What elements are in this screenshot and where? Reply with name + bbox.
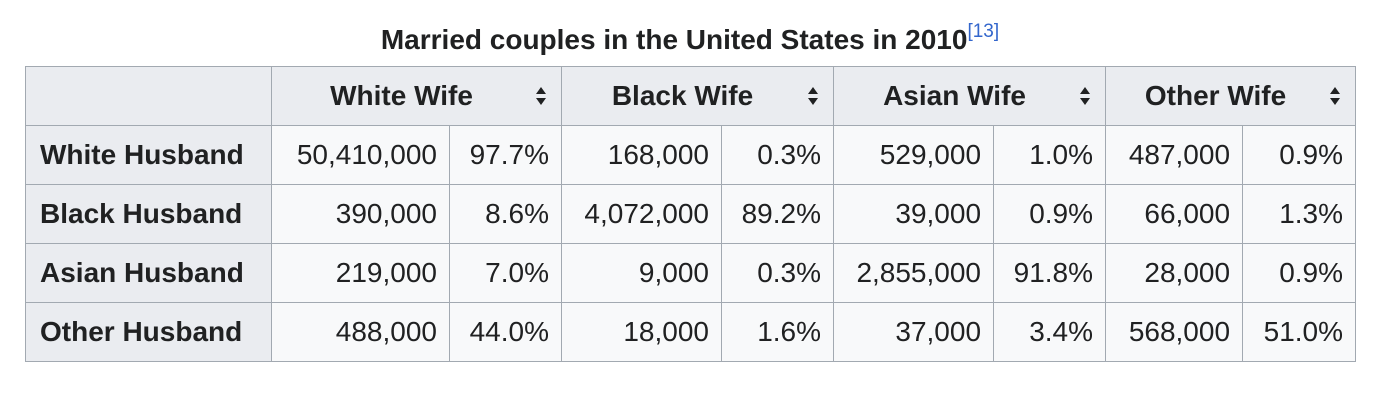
count-cell: 219,000 (271, 243, 450, 303)
percent-cell: 1.0% (993, 125, 1107, 185)
percent-cell: 8.6% (449, 184, 562, 244)
table-row: Asian Husband 219,000 7.0% 9,000 0.3% 2,… (25, 243, 1357, 303)
corner-header (25, 66, 272, 126)
percent-cell: 97.7% (449, 125, 562, 185)
sort-icon[interactable] (807, 86, 819, 106)
column-header-label: Black Wife (611, 80, 754, 111)
column-header-black-wife[interactable]: Black Wife (560, 66, 835, 126)
count-cell: 529,000 (833, 125, 995, 185)
count-cell: 390,000 (271, 184, 450, 244)
count-cell: 28,000 (1105, 243, 1244, 303)
table-row: Other Husband 488,000 44.0% 18,000 1.6% … (25, 302, 1357, 362)
table-row: White Husband 50,410,000 97.7% 168,000 0… (25, 125, 1357, 185)
count-cell: 66,000 (1105, 184, 1244, 244)
caption-title: Married couples in the United States in … (380, 24, 968, 55)
percent-cell: 44.0% (449, 302, 562, 362)
header-row: White Wife Black Wife Asian Wife Other W… (25, 66, 1357, 126)
percent-cell: 3.4% (993, 302, 1107, 362)
reference-link[interactable]: [13] (967, 21, 1000, 42)
count-cell: 9,000 (561, 243, 722, 303)
row-header: White Husband (25, 125, 272, 185)
percent-cell: 1.3% (1242, 184, 1357, 244)
table-row: Black Husband 390,000 8.6% 4,072,000 89.… (25, 184, 1357, 244)
percent-cell: 91.8% (993, 243, 1107, 303)
table-wrapper: Married couples in the United States in … (25, 14, 1357, 362)
column-header-label: Other Wife (1144, 80, 1287, 111)
count-cell: 39,000 (833, 184, 995, 244)
column-header-asian-wife[interactable]: Asian Wife (833, 66, 1107, 126)
count-cell: 487,000 (1105, 125, 1244, 185)
percent-cell: 7.0% (449, 243, 562, 303)
percent-cell: 0.9% (993, 184, 1107, 244)
table-caption: Married couples in the United States in … (25, 14, 1355, 66)
sort-icon[interactable] (1329, 86, 1341, 106)
percent-cell: 0.3% (720, 243, 835, 303)
column-header-label: White Wife (330, 80, 473, 111)
count-cell: 168,000 (561, 125, 722, 185)
percent-cell: 51.0% (1242, 302, 1357, 362)
count-cell: 488,000 (271, 302, 450, 362)
count-cell: 2,855,000 (833, 243, 995, 303)
row-header: Asian Husband (25, 243, 272, 303)
sort-icon[interactable] (535, 86, 547, 106)
sort-icon[interactable] (1079, 86, 1091, 106)
percent-cell: 0.9% (1242, 125, 1357, 185)
count-cell: 4,072,000 (561, 184, 722, 244)
percent-cell: 0.3% (720, 125, 835, 185)
row-header: Black Husband (25, 184, 272, 244)
count-cell: 37,000 (833, 302, 995, 362)
column-header-white-wife[interactable]: White Wife (271, 66, 562, 126)
row-header: Other Husband (25, 302, 272, 362)
count-cell: 568,000 (1105, 302, 1244, 362)
column-header-label: Asian Wife (883, 80, 1026, 111)
percent-cell: 89.2% (720, 184, 835, 244)
married-couples-table: White Wife Black Wife Asian Wife Other W… (25, 66, 1357, 362)
percent-cell: 1.6% (720, 302, 835, 362)
count-cell: 18,000 (561, 302, 722, 362)
count-cell: 50,410,000 (271, 125, 450, 185)
column-header-other-wife[interactable]: Other Wife (1105, 66, 1357, 126)
percent-cell: 0.9% (1242, 243, 1357, 303)
